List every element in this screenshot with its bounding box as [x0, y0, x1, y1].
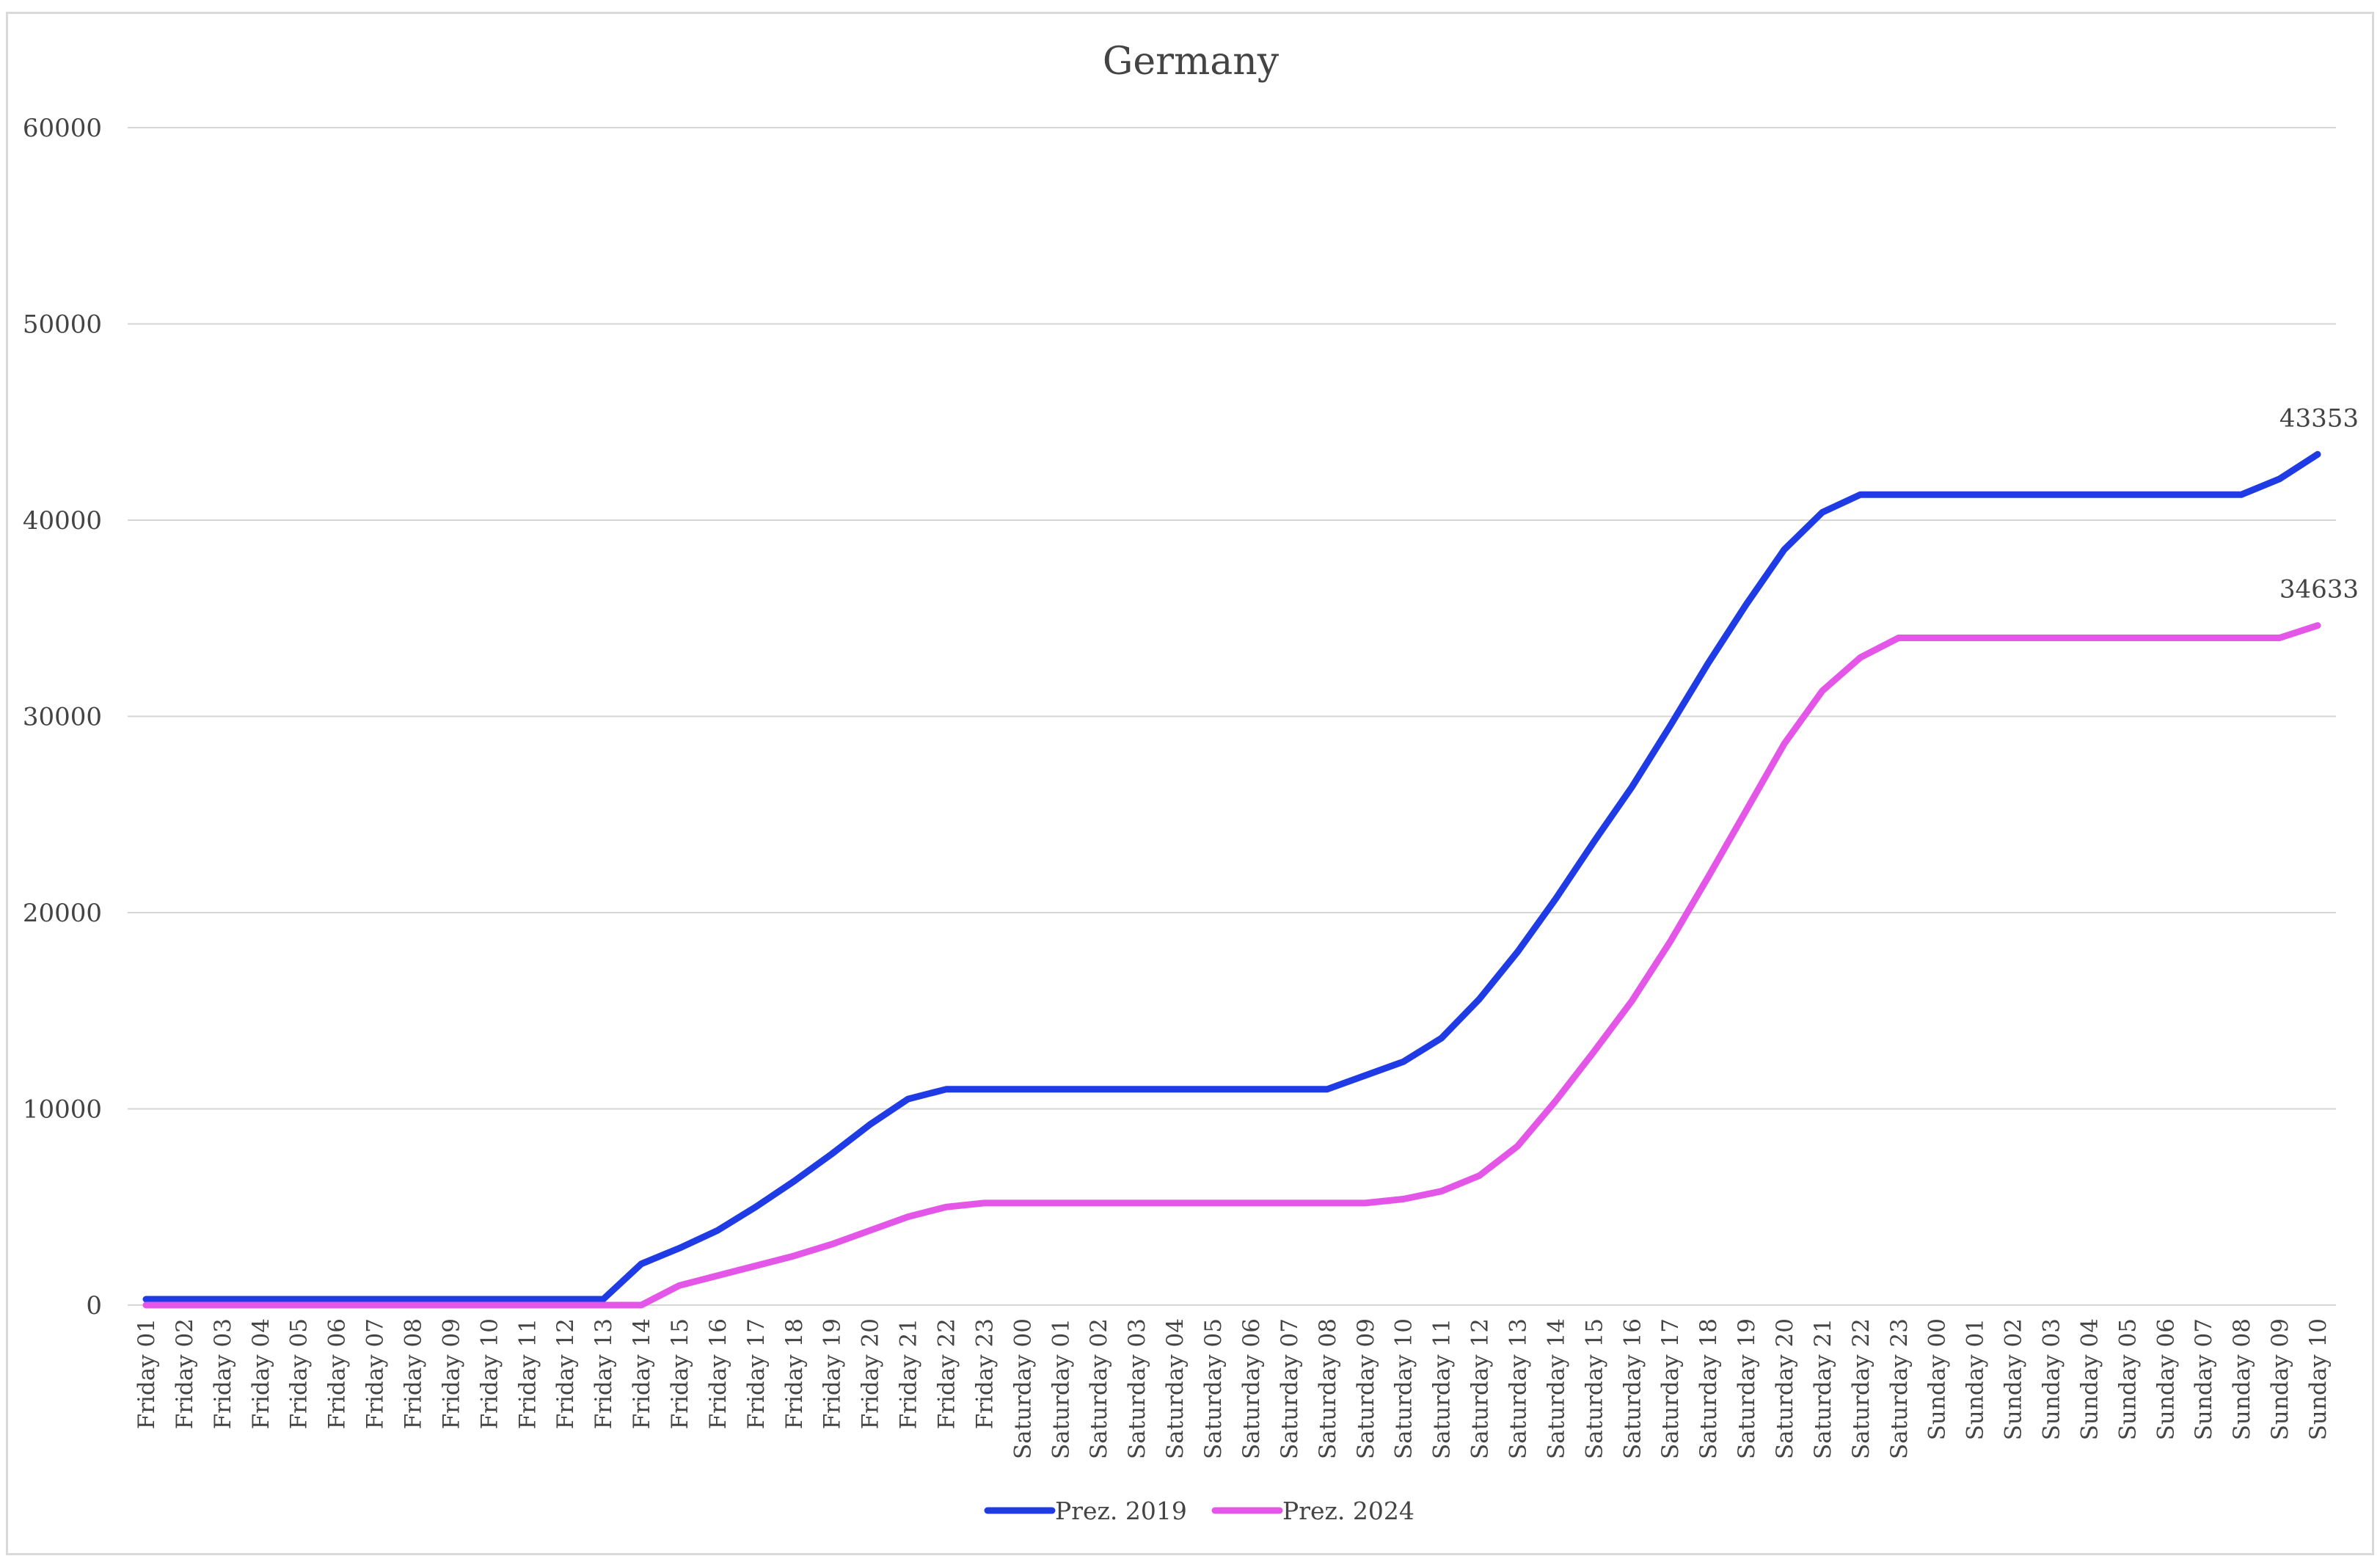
x-tick-label: Friday 10: [476, 1318, 503, 1429]
chart-frame: Germany 0 10000 20000 30000 40000 50000 60000 …: [6, 12, 2374, 1555]
x-tick-label: Saturday 05: [1200, 1318, 1227, 1459]
x-tick-label: Sunday 04: [2076, 1318, 2103, 1440]
x-tick-label: Saturday 08: [1315, 1318, 1341, 1459]
x-tick-label: Saturday 21: [1810, 1318, 1836, 1459]
x-tick-label: Sunday 08: [2229, 1318, 2255, 1440]
x-tick-label: Friday 13: [591, 1318, 617, 1429]
x-tick-label: Friday 23: [971, 1318, 998, 1429]
x-tick-label: Friday 08: [401, 1318, 427, 1429]
x-tick-label: Saturday 23: [1886, 1318, 1913, 1459]
legend: Prez. 2019 Prez. 2024: [984, 1497, 1415, 1525]
data-label-2: 34633: [2279, 575, 2359, 604]
y-tick-label: 0: [86, 1291, 102, 1321]
x-tick-label: Saturday 07: [1277, 1318, 1303, 1459]
x-axis-tick-labels: Friday 01 Friday 02 Friday 03 Friday 04 Frid…: [134, 1318, 2332, 1459]
x-tick-label: Saturday 12: [1467, 1318, 1494, 1459]
x-tick-label: Friday 19: [820, 1318, 846, 1429]
y-tick-label: 40000: [23, 506, 102, 536]
x-tick-label: Friday 11: [514, 1318, 541, 1429]
x-tick-label: Saturday 16: [1619, 1318, 1646, 1459]
x-tick-label: Sunday 00: [1924, 1318, 1951, 1440]
x-tick-label: Saturday 01: [1048, 1318, 1074, 1459]
x-tick-label: Saturday 15: [1581, 1318, 1607, 1459]
x-tick-label: Friday 03: [210, 1318, 236, 1429]
x-tick-label: Saturday 14: [1543, 1318, 1569, 1459]
x-tick-label: Sunday 03: [2038, 1318, 2065, 1440]
x-tick-label: Friday 17: [743, 1318, 770, 1429]
x-tick-label: Saturday 19: [1734, 1318, 1760, 1459]
x-tick-label: Friday 06: [324, 1318, 351, 1429]
x-tick-label: Friday 16: [705, 1318, 731, 1429]
x-tick-label: Sunday 07: [2191, 1318, 2217, 1440]
y-axis-tick-labels: 0 10000 20000 30000 40000 50000 60000: [23, 114, 102, 1321]
x-tick-label: Sunday 01: [1963, 1318, 1989, 1440]
x-tick-label: Saturday 04: [1162, 1318, 1189, 1459]
y-tick-label: 30000: [23, 703, 102, 732]
x-tick-label: Friday 05: [286, 1318, 313, 1429]
chart-title: Germany: [1103, 40, 1280, 84]
x-tick-label: Saturday 13: [1505, 1318, 1531, 1459]
series-line-1: [142, 450, 2321, 1303]
x-tick-label: Friday 15: [667, 1318, 693, 1429]
legend-label-2: Prez. 2024: [1282, 1497, 1415, 1525]
x-tick-label: Sunday 02: [2001, 1318, 2027, 1440]
line-chart: Germany 0100002000030000400005000060000 …: [23, 40, 2359, 1525]
y-tick-label: 50000: [23, 310, 102, 340]
x-tick-label: Saturday 22: [1848, 1318, 1875, 1459]
x-tick-label: Friday 07: [362, 1318, 389, 1429]
legend-label-1: Prez. 2019: [1055, 1497, 1187, 1525]
x-tick-label: Sunday 10: [2305, 1318, 2332, 1440]
x-tick-label: Friday 12: [552, 1318, 579, 1429]
x-tick-label: Saturday 11: [1429, 1318, 1456, 1459]
y-tick-label: 10000: [23, 1095, 102, 1125]
x-tick-label: Saturday 20: [1772, 1318, 1798, 1459]
x-tick-label: Saturday 17: [1657, 1318, 1684, 1459]
series-line-2: [142, 622, 2321, 1309]
x-tick-label: Saturday 09: [1353, 1318, 1379, 1459]
x-tick-label: Friday 22: [934, 1318, 960, 1429]
x-tick-label: Sunday 09: [2267, 1318, 2293, 1440]
x-tick-label: Saturday 10: [1391, 1318, 1417, 1459]
data-label-1: 43353: [2279, 403, 2359, 433]
x-tick-label: Friday 18: [781, 1318, 808, 1429]
x-tick-label: Saturday 02: [1086, 1318, 1112, 1459]
x-tick-label: Friday 21: [896, 1318, 922, 1429]
data-labels: 43353 34633: [2279, 403, 2359, 604]
y-tick-label: 20000: [23, 899, 102, 928]
x-tick-label: Sunday 05: [2114, 1318, 2141, 1440]
x-tick-label: Saturday 06: [1238, 1318, 1265, 1459]
gridlines: [128, 127, 2336, 1306]
x-tick-label: Friday 02: [172, 1318, 198, 1429]
x-tick-label: Saturday 03: [1124, 1318, 1150, 1459]
x-tick-label: Friday 01: [134, 1318, 160, 1429]
x-tick-label: Friday 14: [629, 1318, 655, 1429]
x-tick-label: Sunday 06: [2153, 1318, 2179, 1440]
x-tick-label: Friday 20: [858, 1318, 884, 1429]
x-tick-label: Friday 09: [438, 1318, 464, 1429]
series-lines: [142, 450, 2321, 1309]
x-tick-label: Saturday 00: [1010, 1318, 1036, 1459]
x-tick-label: Saturday 18: [1695, 1318, 1722, 1459]
x-tick-label: Friday 04: [248, 1318, 274, 1429]
y-tick-label: 60000: [23, 114, 102, 143]
